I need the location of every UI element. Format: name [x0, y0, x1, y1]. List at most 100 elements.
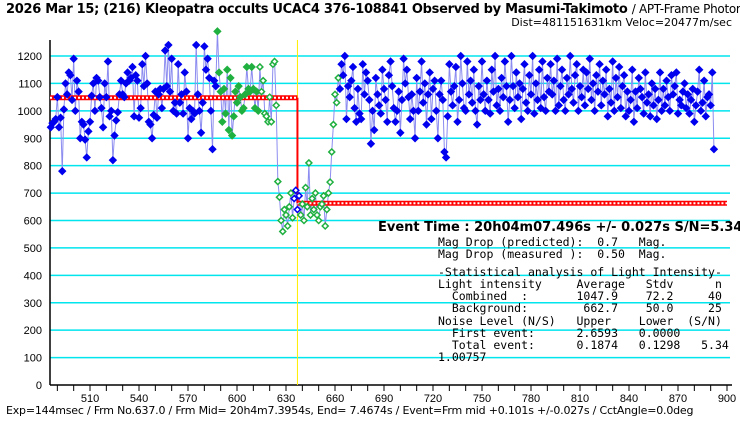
data-point — [134, 113, 144, 122]
y-tick-label: 600 — [24, 216, 42, 228]
data-point — [338, 70, 348, 80]
data-point — [608, 57, 617, 66]
data-point — [450, 81, 459, 91]
data-point — [136, 103, 145, 113]
data-point — [396, 128, 405, 137]
data-point — [402, 65, 412, 74]
data-point — [214, 68, 224, 77]
data-point — [520, 60, 529, 69]
data-point — [157, 103, 167, 113]
data-point — [123, 68, 132, 77]
x-tick-label: 750 — [473, 393, 491, 405]
data-point — [508, 81, 518, 91]
data-point — [79, 120, 88, 129]
data-point — [629, 117, 639, 127]
data-point — [53, 92, 62, 102]
data-point — [582, 68, 591, 77]
data-point — [410, 134, 420, 143]
data-point — [485, 109, 495, 118]
data-point — [232, 98, 242, 107]
y-tick-label: 900 — [24, 133, 42, 145]
data-point — [423, 90, 433, 99]
data-point — [147, 134, 157, 143]
data-point — [267, 117, 276, 126]
data-point — [162, 81, 171, 91]
data-point — [100, 79, 109, 88]
data-point — [471, 106, 480, 116]
data-point — [438, 95, 448, 105]
event-time: Event Time : 20h04m07.496s +/- 0.027s S/… — [378, 220, 740, 235]
data-point — [221, 109, 230, 118]
data-point — [58, 166, 67, 176]
data-point — [69, 54, 78, 63]
data-point — [628, 65, 637, 74]
data-point — [365, 95, 374, 105]
data-point — [345, 92, 354, 102]
data-point — [97, 103, 106, 113]
data-point — [614, 62, 624, 72]
data-point — [67, 95, 77, 105]
data-point — [521, 98, 531, 107]
footer-info: Exp=144msec / Frm No.637.0 / Frm Mid= 20… — [6, 404, 694, 417]
data-point — [371, 73, 381, 83]
data-point — [580, 101, 590, 110]
data-point — [585, 54, 595, 63]
data-point — [494, 84, 503, 94]
data-point — [525, 70, 534, 80]
data-point — [448, 101, 457, 110]
data-point — [696, 106, 706, 116]
data-point — [71, 106, 80, 116]
data-point — [598, 76, 608, 85]
data-point — [229, 112, 238, 121]
stats-line: Light intensity Average Stdv n — [438, 277, 722, 291]
data-point — [361, 68, 371, 77]
data-point — [593, 87, 603, 96]
data-point — [595, 60, 604, 69]
data-point — [565, 51, 575, 61]
data-point — [178, 109, 188, 118]
data-point — [463, 57, 472, 66]
data-point — [533, 95, 542, 105]
data-point — [193, 90, 203, 99]
data-point — [531, 79, 541, 88]
data-point — [484, 95, 493, 105]
data-point — [456, 51, 465, 61]
data-point — [198, 98, 207, 107]
data-point — [445, 60, 454, 69]
data-point — [487, 65, 497, 74]
data-point — [103, 57, 113, 66]
data-point — [680, 79, 689, 88]
data-point — [510, 103, 519, 113]
data-point — [218, 117, 227, 127]
data-point — [102, 92, 111, 102]
data-point — [128, 62, 137, 72]
data-point — [708, 68, 717, 77]
y-tick-label: 1200 — [18, 51, 42, 63]
data-point — [476, 95, 485, 105]
data-point — [183, 134, 193, 143]
data-point — [383, 117, 392, 127]
data-point — [588, 79, 598, 88]
data-point — [464, 90, 474, 99]
data-point — [278, 227, 287, 236]
data-point — [415, 87, 425, 96]
x-tick-label: 690 — [375, 393, 393, 405]
data-point — [295, 191, 304, 200]
stats-line: Total event: 0.1874 0.1298 5.34 — [438, 338, 729, 352]
data-point — [265, 93, 274, 102]
data-point — [120, 92, 129, 102]
data-point — [285, 202, 294, 211]
data-point — [518, 84, 528, 94]
data-point — [175, 98, 185, 107]
data-point — [391, 117, 400, 127]
data-point — [668, 90, 678, 99]
data-point — [340, 51, 350, 61]
data-point — [301, 183, 310, 192]
data-point — [634, 73, 644, 83]
data-point — [82, 153, 91, 162]
data-point — [502, 81, 511, 91]
data-point — [392, 106, 402, 116]
x-tick-label: 840 — [620, 393, 638, 405]
distance-velocity: Dist=481151631km Veloc=20477m/sec — [511, 16, 732, 29]
data-point — [419, 98, 428, 107]
